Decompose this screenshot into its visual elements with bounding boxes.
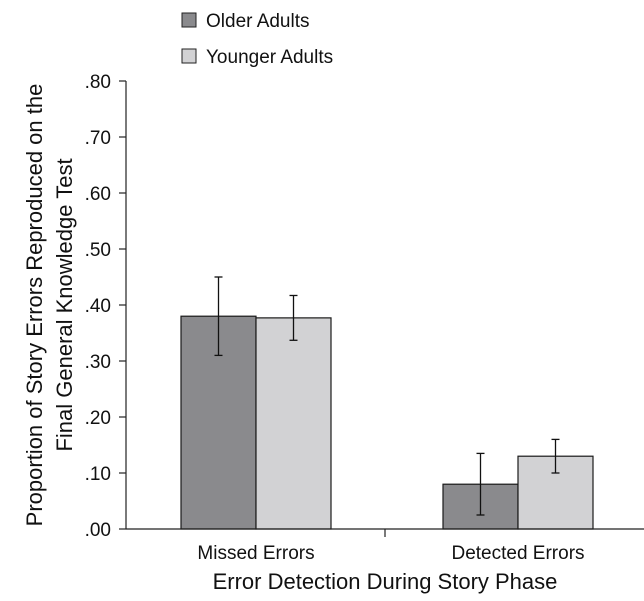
legend-label-younger-adults: Younger Adults [206, 47, 333, 68]
y-axis-title-line-2: Final General Knowledge Test [52, 158, 77, 451]
x-category-label-detected-errors: Detected Errors [451, 543, 584, 564]
y-tick-label: .40 [85, 296, 111, 317]
y-tick-label: .00 [85, 520, 111, 541]
y-tick-label: .30 [85, 352, 111, 373]
legend: Older Adults Younger Adults [181, 11, 333, 68]
error-bars [214, 276, 560, 516]
legend-swatch-older-adults [181, 12, 197, 28]
bars [180, 315, 594, 530]
y-tick-label: .10 [85, 464, 111, 485]
y-tick-label: .50 [85, 240, 111, 261]
bar-1-0 [255, 317, 332, 530]
legend-swatch-younger-adults [181, 48, 197, 64]
y-axis-title-line-1: Proportion of Story Errors Reproduced on… [22, 84, 47, 527]
y-tick-label: .80 [85, 72, 111, 93]
y-axis-ticks: .00 .10 .20 .30 .40 .50 .60 .70 .80 [85, 72, 126, 541]
x-category-label-missed-errors: Missed Errors [197, 543, 314, 564]
legend-label-older-adults: Older Adults [206, 11, 310, 32]
x-axis-title: Error Detection During Story Phase [213, 569, 558, 594]
y-tick-label: .70 [85, 128, 111, 149]
y-tick-label: .20 [85, 408, 111, 429]
y-tick-label: .60 [85, 184, 111, 205]
